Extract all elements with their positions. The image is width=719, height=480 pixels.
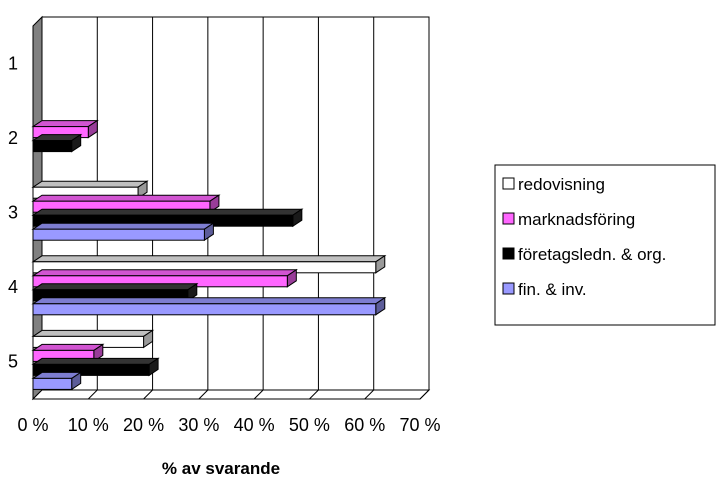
- x-tick-label: 60 %: [344, 415, 385, 435]
- bar-top: [31, 255, 387, 263]
- category-labels: 1 2 3 4 5: [8, 53, 18, 371]
- legend-box: [494, 164, 716, 326]
- x-tick-label: 30 %: [178, 415, 219, 435]
- bar: [31, 329, 155, 349]
- bar: [31, 371, 83, 391]
- bar-top: [31, 283, 199, 291]
- gridline-floor: [143, 389, 153, 400]
- bar: [31, 343, 105, 363]
- bar-top: [31, 208, 304, 216]
- category-label: 4: [8, 277, 18, 297]
- legend-swatch: [502, 177, 515, 190]
- bar-front: [32, 303, 377, 316]
- bar: [31, 254, 387, 274]
- legend-label: fin. & inv.: [518, 280, 587, 299]
- bar: [31, 222, 216, 242]
- gridline-floor: [253, 389, 264, 400]
- x-tick-label: 0 %: [17, 415, 48, 435]
- bar: [31, 357, 160, 377]
- x-tick-label: 50 %: [289, 415, 330, 435]
- bar-front: [32, 363, 150, 376]
- bar: [31, 282, 199, 302]
- bar-top: [31, 343, 105, 351]
- category-label: 1: [8, 53, 18, 73]
- category-label: 5: [8, 352, 18, 372]
- x-tick-labels: 0 % 10 % 20 % 30 % 40 % 50 % 60 % 70 %: [17, 415, 440, 435]
- bar-top: [31, 329, 155, 337]
- legend-label: företagsledn. & org.: [518, 245, 666, 264]
- bar: [31, 119, 99, 139]
- gridline-floor: [364, 389, 375, 400]
- bar-top: [31, 194, 221, 202]
- bar-top: [31, 357, 160, 365]
- bar: [31, 180, 149, 200]
- bar-top: [31, 222, 216, 230]
- legend-swatch: [502, 212, 515, 225]
- gridline-floor: [87, 389, 98, 400]
- bar-top: [31, 269, 298, 277]
- gridline-floor: [419, 389, 430, 400]
- legend: redovisning marknadsföring företagsledn. &…: [494, 164, 716, 326]
- bar: [31, 268, 298, 288]
- legend-label: marknadsföring: [518, 210, 635, 229]
- bar: [31, 208, 304, 228]
- bar-front: [32, 377, 73, 390]
- legend-label: redovisning: [518, 175, 605, 194]
- legend-swatch: [502, 282, 515, 295]
- bar-front: [32, 228, 205, 241]
- bar: [31, 296, 387, 316]
- category-label: 2: [8, 128, 18, 148]
- x-tick-label: 20 %: [123, 415, 164, 435]
- gridline-floor: [198, 389, 209, 400]
- x-tick-label: 70 %: [399, 415, 440, 435]
- gridline-floor: [309, 389, 319, 400]
- bar-front: [32, 140, 73, 153]
- bar-top: [31, 120, 99, 128]
- bar: [31, 133, 83, 153]
- bar-top: [31, 180, 149, 188]
- bar: [31, 194, 221, 214]
- legend-swatch: [502, 247, 515, 260]
- bar-top: [31, 297, 387, 305]
- x-axis-title: % av svarande: [162, 459, 280, 478]
- x-tick-label: 10 %: [68, 415, 109, 435]
- x-tick-label: 40 %: [234, 415, 275, 435]
- bars: [31, 119, 387, 391]
- category-label: 3: [8, 203, 18, 223]
